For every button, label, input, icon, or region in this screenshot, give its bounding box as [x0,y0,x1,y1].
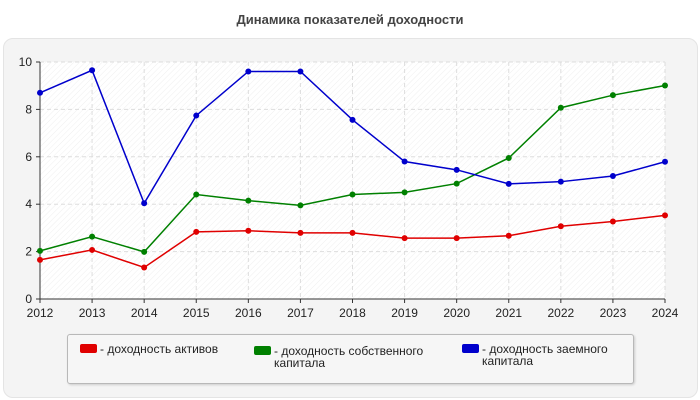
series-2-point [505,180,512,187]
series-1-point [245,197,252,204]
y-tick-label: 4 [25,197,32,211]
series-1-point [89,233,96,240]
x-tick-label: 2021 [495,306,522,320]
series-2-point [37,89,43,96]
chart-title: Динамика показателей доходности [236,12,464,27]
y-tick-label: 8 [25,102,32,116]
x-tick-label: 2022 [547,306,574,320]
series-0-point [453,235,460,242]
legend-label-assets: - доходность активов [100,342,219,356]
y-tick-label: 6 [25,150,32,164]
legend-label-equity: - доходность собственного капитала [274,344,424,370]
legend-label-debt: - доходность заемного капитала [482,342,608,368]
series-0-point [37,256,43,263]
series-1-point [557,104,564,111]
series-1-point [297,202,304,209]
legend-swatch-debt [462,344,479,353]
series-2-point [89,67,96,74]
series-2-point [662,158,668,165]
series-1-point [505,154,512,161]
x-tick-label: 2019 [391,306,418,320]
x-tick-label: 2023 [600,306,627,320]
series-2-point [193,112,200,119]
series-0-point [557,223,564,230]
y-tick-label: 10 [19,55,33,69]
x-tick-label: 2017 [287,306,314,320]
series-2-point [557,178,564,185]
x-tick-label: 2016 [235,306,262,320]
series-0-point [662,212,668,219]
x-tick-label: 2012 [27,306,54,320]
series-1-point [37,247,43,254]
legend: - доходность активов - доходность собств… [67,334,634,384]
series-2-point [401,158,408,165]
series-2-point [245,68,252,75]
series-1-point [141,248,148,255]
y-tick-label: 2 [25,245,32,259]
series-0-point [505,232,512,239]
x-tick-label: 2020 [443,306,470,320]
series-2-point [453,166,460,173]
series-0-point [193,228,200,235]
x-tick-label: 2024 [652,306,679,320]
series-1-point [193,191,200,198]
series-2-point [609,172,616,179]
series-1-point [453,180,460,187]
series-0-point [401,235,408,242]
series-1-point [609,92,616,99]
series-2-point [349,116,356,123]
series-1-point [401,189,408,196]
series-1-point [662,82,668,89]
y-tick-label: 0 [25,292,32,306]
series-0-point [245,227,252,234]
series-2-point [141,200,148,207]
series-1-point [349,191,356,198]
series-2-point [297,68,304,75]
legend-swatch-equity [254,346,271,355]
x-tick-label: 2015 [183,306,210,320]
legend-swatch-assets [80,344,97,353]
series-0-point [297,229,304,236]
series-0-point [349,229,356,236]
x-tick-label: 2014 [131,306,158,320]
series-0-point [89,246,96,253]
x-tick-label: 2018 [339,306,366,320]
series-0-point [609,218,616,225]
series-0-point [141,264,148,271]
x-tick-label: 2013 [79,306,106,320]
